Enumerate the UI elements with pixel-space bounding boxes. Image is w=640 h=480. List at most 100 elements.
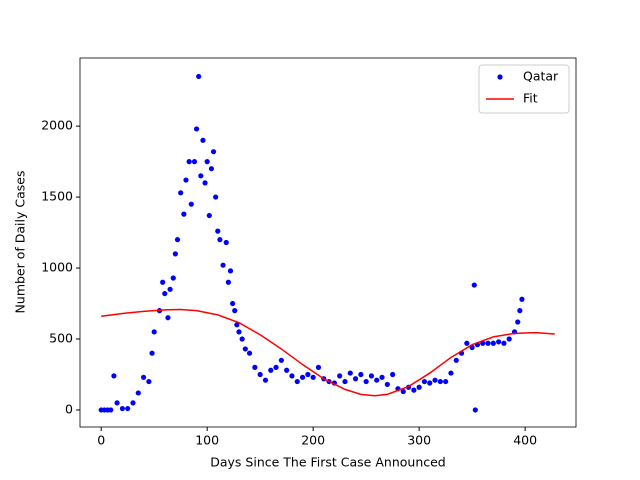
- data-point: [217, 237, 223, 243]
- data-point: [384, 381, 390, 388]
- data-point: [310, 374, 316, 380]
- data-point: [347, 370, 353, 376]
- data-point: [151, 329, 157, 335]
- y-axis-label: Number of Daily Cases: [13, 171, 28, 314]
- fit-line: [101, 308, 555, 397]
- data-point: [427, 380, 433, 386]
- data-point: [135, 390, 141, 396]
- data-point: [181, 211, 187, 217]
- plot-area: [98, 73, 555, 413]
- x-tick-label: 100: [195, 433, 219, 448]
- data-point: [305, 371, 311, 378]
- data-point: [188, 201, 194, 207]
- data-point: [206, 212, 212, 219]
- data-point: [496, 339, 502, 345]
- data-point: [342, 378, 348, 385]
- data-point: [390, 371, 396, 378]
- data-point: [416, 384, 422, 390]
- data-point: [183, 177, 189, 183]
- data-point: [400, 388, 406, 395]
- data-point: [337, 373, 343, 379]
- legend-label: Fit: [523, 91, 538, 106]
- data-point: [278, 357, 284, 363]
- data-point: [174, 237, 181, 243]
- data-point: [268, 367, 274, 373]
- data-point: [239, 336, 245, 342]
- data-point: [208, 166, 215, 172]
- y-tick-label: 500: [49, 331, 73, 346]
- data-point: [200, 137, 206, 143]
- data-point: [411, 387, 417, 393]
- data-point: [443, 378, 449, 385]
- data-point: [232, 308, 238, 314]
- data-point: [437, 378, 443, 385]
- axes-frame: [79, 57, 577, 428]
- data-point: [284, 367, 290, 373]
- x-tick-label: 300: [407, 433, 431, 448]
- data-point: [215, 228, 221, 234]
- data-point: [273, 364, 279, 370]
- data-point: [119, 405, 125, 412]
- data-point: [202, 180, 208, 186]
- y-tick-label: 1000: [41, 260, 73, 275]
- data-point: [193, 126, 200, 132]
- data-point: [252, 364, 258, 370]
- data-point: [130, 400, 136, 406]
- data-point: [167, 286, 173, 292]
- data-point: [352, 376, 359, 382]
- data-point: [149, 350, 155, 356]
- data-point: [220, 262, 226, 268]
- data-point: [125, 405, 131, 412]
- data-point: [198, 173, 204, 179]
- y-tick-label: 0: [65, 401, 73, 416]
- data-point: [227, 268, 234, 274]
- data-point: [363, 378, 369, 385]
- data-point: [501, 340, 507, 346]
- data-point: [421, 378, 428, 385]
- data-point: [448, 370, 454, 376]
- data-point: [236, 329, 242, 335]
- data-point: [517, 308, 523, 314]
- data-point: [146, 378, 152, 385]
- data-point: [140, 374, 147, 380]
- x-tick-label: 400: [513, 433, 537, 448]
- data-point: [111, 373, 117, 379]
- data-point: [234, 322, 240, 328]
- x-tick-label: 0: [97, 433, 105, 448]
- data-point: [472, 407, 478, 413]
- y-tick-label: 1500: [41, 189, 73, 204]
- data-point: [225, 279, 231, 285]
- data-point: [453, 357, 459, 363]
- data-point: [471, 282, 477, 288]
- data-point: [210, 149, 217, 155]
- legend-marker: [497, 74, 503, 80]
- data-point: [315, 364, 322, 370]
- data-point: [368, 373, 375, 379]
- data-point: [170, 275, 176, 281]
- data-point: [191, 159, 198, 165]
- data-point: [432, 377, 438, 383]
- data-point: [257, 371, 263, 378]
- data-point: [186, 159, 192, 165]
- data-point: [374, 377, 380, 383]
- data-point: [515, 319, 521, 325]
- data-point: [246, 350, 253, 356]
- data-point: [490, 340, 496, 346]
- data-point: [213, 194, 219, 200]
- data-point: [160, 279, 166, 285]
- data-point: [506, 336, 512, 342]
- data-point: [178, 190, 184, 196]
- data-point: [196, 73, 202, 80]
- data-point: [242, 346, 248, 352]
- data-point: [223, 239, 229, 246]
- y-tick-label: 2000: [41, 118, 73, 133]
- data-point: [262, 377, 269, 383]
- data-point: [485, 340, 491, 346]
- x-axis-label: Days Since The First Case Announced: [210, 455, 446, 470]
- data-point: [289, 373, 295, 379]
- data-point: [114, 400, 120, 406]
- data-point: [162, 290, 168, 297]
- data-point: [172, 251, 178, 257]
- data-point: [294, 378, 300, 385]
